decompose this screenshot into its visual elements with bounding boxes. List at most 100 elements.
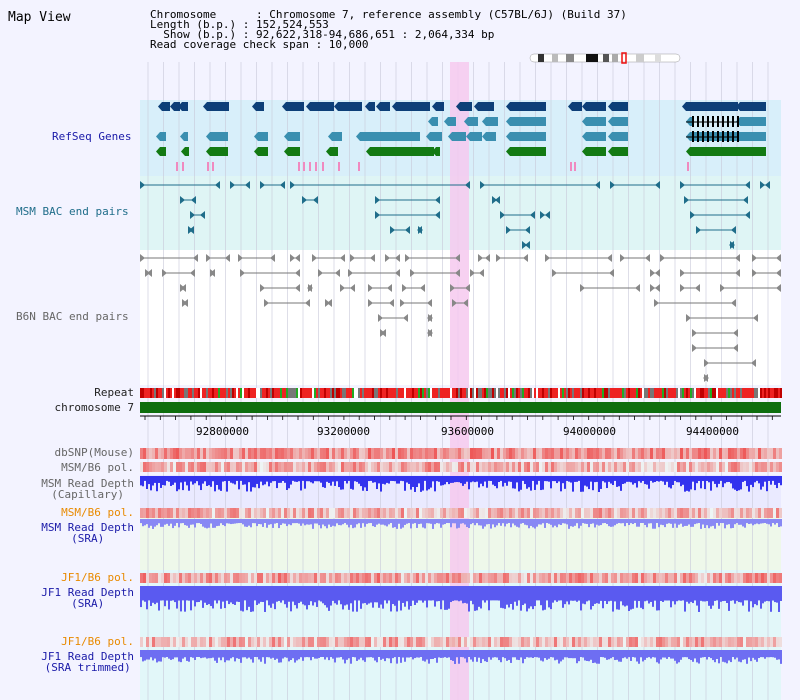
repeat-segment <box>510 388 512 398</box>
depth-bar <box>730 476 732 484</box>
repeat-segment <box>594 388 596 398</box>
heatmap-cell <box>170 508 173 518</box>
heatmap-tracks[interactable] <box>140 448 782 647</box>
msm-depth-sra-label[interactable]: MSM Read Depth (SRA) <box>41 522 134 544</box>
gene-feature <box>740 132 766 141</box>
heatmap-cell <box>296 462 299 472</box>
repeat-segment <box>200 388 202 398</box>
depth-bar <box>454 476 456 483</box>
heatmap-cell <box>341 637 344 647</box>
repeat-segment <box>240 388 242 398</box>
depth-bar <box>604 519 606 524</box>
chromosome-ideogram[interactable] <box>529 52 681 64</box>
repeat-segment <box>756 388 758 398</box>
depth-bar <box>176 476 178 492</box>
heatmap-cell <box>428 508 431 518</box>
selection-highlight[interactable] <box>450 62 469 700</box>
heatmap-cell <box>725 508 728 518</box>
depth-bar <box>150 586 152 606</box>
depth-bar <box>514 586 516 602</box>
heatmap-cell <box>425 462 428 472</box>
chromosome-bar[interactable] <box>140 402 781 413</box>
heatmap-cell <box>401 462 404 472</box>
dbsnp-track-label[interactable]: dbSNP(Mouse) <box>54 446 134 459</box>
gene-strand-arrow <box>254 147 258 156</box>
jf1-depth-trimmed-label[interactable]: JF1 Read Depth (SRA trimmed) <box>41 651 134 673</box>
heatmap-cell <box>752 508 755 518</box>
msm-b6-pol-label-1[interactable]: MSM/B6 pol. <box>61 461 134 474</box>
depth-bar <box>522 476 524 481</box>
heatmap-cell <box>302 448 305 459</box>
depth-bar <box>244 650 246 658</box>
depth-bar <box>484 519 486 527</box>
heatmap-cell <box>236 508 239 518</box>
heatmap-cell <box>380 573 383 583</box>
depth-bar <box>264 650 266 664</box>
depth-bar <box>516 650 518 660</box>
depth-bar <box>352 586 354 612</box>
depth-bar <box>310 586 312 602</box>
depth-bar <box>252 650 254 663</box>
depth-bar <box>684 519 686 526</box>
depth-bar <box>450 650 452 661</box>
gene-feature <box>286 102 304 111</box>
heatmap-cell <box>671 448 674 459</box>
heatmap-cell <box>467 637 470 647</box>
b6n-bac-features[interactable] <box>140 254 781 382</box>
heatmap-cell <box>719 508 722 518</box>
msm-bac-track-label[interactable]: MSM BAC end pairs <box>16 205 129 218</box>
heatmap-cell <box>359 448 362 459</box>
heatmap-cell <box>398 508 401 518</box>
repeat-segment <box>284 388 286 398</box>
heatmap-cell <box>581 573 584 583</box>
bac-end-marker <box>650 284 655 292</box>
msm-bac-features[interactable] <box>140 181 770 249</box>
heatmap-cell <box>281 448 284 459</box>
jf1-b6-pol-label-2[interactable]: JF1/B6 pol. <box>61 635 134 648</box>
depth-bar <box>734 586 736 604</box>
heatmap-cell <box>452 573 455 583</box>
heatmap-cell <box>317 462 320 472</box>
repeat-segment <box>758 388 760 398</box>
depth-bar <box>254 519 256 524</box>
bac-end-marker <box>696 226 701 234</box>
heatmap-cell <box>296 637 299 647</box>
heatmap-cell <box>728 573 731 583</box>
depth-bar <box>666 650 668 659</box>
heatmap-cell <box>596 508 599 518</box>
refseq-gene-features[interactable] <box>156 102 766 171</box>
depth-bar <box>752 519 754 526</box>
bac-end-marker <box>193 254 198 262</box>
jf1-b6-pol-label-1[interactable]: JF1/B6 pol. <box>61 571 134 584</box>
depth-bar <box>408 476 410 484</box>
heatmap-cell <box>224 508 227 518</box>
msm-depth-capillary-label[interactable]: MSM Read Depth (Capillary) <box>41 478 134 500</box>
depth-bar <box>544 519 546 528</box>
refseq-track-label[interactable]: RefSeq Genes <box>52 130 132 143</box>
depth-bar <box>514 519 516 526</box>
depth-bar <box>356 586 358 612</box>
heatmap-cell <box>155 462 158 472</box>
depth-bar <box>606 476 608 489</box>
chromosome-track-label[interactable]: chromosome 7 <box>54 401 134 414</box>
heatmap-cell <box>332 573 335 583</box>
heatmap-cell <box>641 448 644 459</box>
repeat-track[interactable] <box>140 388 782 398</box>
heatmap-cell <box>227 508 230 518</box>
depth-bar <box>188 519 190 528</box>
repeat-segment <box>142 388 144 398</box>
repeat-track-label[interactable]: Repeat <box>94 386 134 399</box>
repeat-segment <box>216 388 218 398</box>
msm-b6-pol-label-2[interactable]: MSM/B6 pol. <box>61 506 134 519</box>
heatmap-cell <box>539 637 542 647</box>
depth-bar <box>696 586 698 606</box>
depth-bar <box>178 476 180 490</box>
heatmap-cell <box>179 637 182 647</box>
jf1-depth-sra-label[interactable]: JF1 Read Depth (SRA) <box>41 587 134 609</box>
heatmap-cell <box>269 637 272 647</box>
depth-bar <box>680 650 682 660</box>
b6n-bac-track-label[interactable]: B6N BAC end pairs <box>16 310 129 323</box>
read-depth-tracks[interactable] <box>140 476 782 664</box>
depth-bar <box>172 650 174 660</box>
